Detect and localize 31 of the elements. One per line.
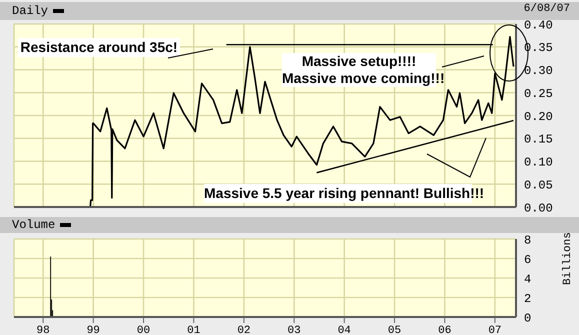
y-tick-label: 0.00 bbox=[524, 201, 553, 216]
annotation: Massive move coming!!! bbox=[282, 70, 445, 87]
x-tick-label: 00 bbox=[136, 324, 150, 335]
annotation: Massive 5.5 year rising pennant! Bullish!!! bbox=[204, 184, 484, 203]
x-tick-label: 06 bbox=[438, 324, 452, 335]
x-tick-label: 04 bbox=[338, 324, 352, 335]
x-tick-label: 03 bbox=[288, 324, 301, 335]
y-tick-label: 0.15 bbox=[524, 132, 553, 147]
x-tick-label: 98 bbox=[36, 324, 50, 335]
x-tick-label: 99 bbox=[86, 324, 100, 335]
annotation: Massive setup!!!! bbox=[282, 53, 436, 70]
chart-title: Volume bbox=[12, 218, 56, 232]
y-tick-label: 6 bbox=[524, 252, 532, 267]
y-tick-label: 4 bbox=[524, 272, 532, 286]
y-tick-label: 2 bbox=[524, 292, 532, 306]
y-tick-label: 0.40 bbox=[524, 18, 553, 32]
x-tick-label: 05 bbox=[388, 324, 402, 335]
y-tick-label: 0 bbox=[524, 311, 532, 326]
y-tick-label: 0.25 bbox=[524, 86, 553, 101]
y-tick-label: 8 bbox=[524, 233, 532, 248]
y-tick-label: 0.05 bbox=[524, 178, 553, 192]
annotation: Resistance around 35c! bbox=[18, 38, 180, 57]
x-tick-label: 02 bbox=[237, 324, 251, 335]
y-axis-title: Billions bbox=[561, 232, 575, 285]
y-tick-label: 0.10 bbox=[524, 156, 553, 170]
x-tick-label: 07 bbox=[488, 324, 502, 335]
x-tick-label: 01 bbox=[187, 324, 201, 335]
chart-title: Daily bbox=[12, 3, 48, 19]
y-tick-label: 0.20 bbox=[524, 110, 553, 124]
text: 6/08/07 bbox=[522, 2, 570, 16]
y-tick-label: 0.30 bbox=[524, 64, 553, 78]
